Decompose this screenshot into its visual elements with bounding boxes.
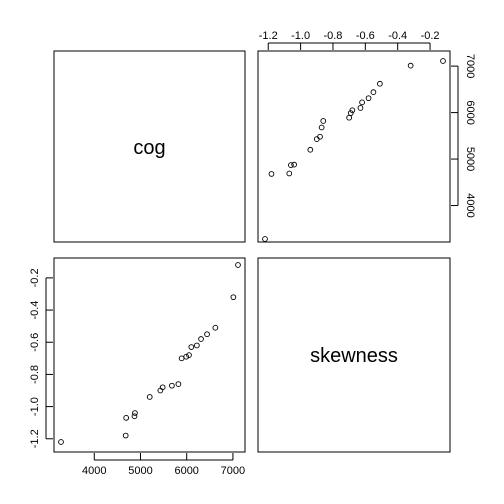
data-point <box>188 344 195 350</box>
tick-label: -0.4 <box>29 301 41 320</box>
data-point <box>288 162 294 168</box>
tick-label: 4000 <box>464 193 476 217</box>
data-point <box>169 382 175 389</box>
data-point <box>291 161 297 168</box>
tick-label: -0.2 <box>421 30 440 42</box>
data-point <box>307 146 314 153</box>
data-point <box>186 352 192 358</box>
data-point <box>183 353 190 360</box>
data-point <box>347 110 354 116</box>
data-point <box>58 439 64 445</box>
tick-label: 5000 <box>464 147 476 171</box>
data-point <box>230 294 237 301</box>
data-point <box>359 99 365 106</box>
panel-skewness-vs-cog <box>257 50 451 243</box>
tick-label: -0.4 <box>388 30 407 42</box>
data-point <box>132 410 138 416</box>
data-point <box>370 89 377 95</box>
data-point <box>268 171 275 177</box>
diagonal-label-skewness: skewness <box>310 345 398 367</box>
data-point <box>320 118 327 124</box>
tick-label: -0.8 <box>29 365 41 384</box>
data-point <box>175 381 182 387</box>
data-point <box>318 124 325 131</box>
axis-right-cog: 4000 5000 6000 7000 <box>451 54 476 218</box>
data-point <box>346 114 353 121</box>
tick-label: -0.6 <box>29 333 41 352</box>
axis-left-skewness: -1.2 -1.0 -0.8 -0.6 -0.4 -0.2 <box>29 268 53 448</box>
axis-bottom-cog: 4000 5000 6000 7000 <box>82 453 245 477</box>
panel-diagonal-skewness <box>257 257 451 453</box>
data-point <box>178 355 185 362</box>
data-point <box>123 415 130 421</box>
data-point <box>377 80 383 87</box>
axis-top-skewness: -1.2 -1.0 -0.8 -0.6 -0.4 -0.2 <box>259 30 440 50</box>
data-point <box>317 133 323 140</box>
data-point <box>365 95 372 102</box>
data-point <box>131 413 138 420</box>
tick-label: 7000 <box>221 465 245 477</box>
tick-label: 7000 <box>464 54 476 78</box>
data-point <box>146 394 153 400</box>
diagonal-label-cog: cog <box>133 137 165 159</box>
tick-label: 6000 <box>464 100 476 124</box>
tick-label: 6000 <box>174 465 198 477</box>
tick-label: -0.2 <box>29 268 41 287</box>
panel-diagonal-cog <box>53 50 246 243</box>
points-cog-vs-skewness <box>58 262 241 445</box>
tick-label: 4000 <box>82 465 106 477</box>
data-point <box>198 336 204 342</box>
data-point <box>122 432 129 439</box>
panel-cog-vs-skewness <box>53 257 246 453</box>
tick-label: -0.6 <box>356 30 375 42</box>
data-point <box>194 342 200 349</box>
tick-label: -0.8 <box>323 30 342 42</box>
points-skewness-vs-cog <box>262 58 446 242</box>
data-point <box>262 236 268 242</box>
tick-label: -1.0 <box>291 30 310 42</box>
data-point <box>159 384 166 391</box>
data-point <box>204 331 210 338</box>
tick-label: 5000 <box>128 465 152 477</box>
tick-label: -1.2 <box>29 429 41 448</box>
data-point <box>212 324 219 331</box>
data-point <box>407 62 414 69</box>
tick-label: -1.2 <box>259 30 278 42</box>
data-point <box>286 170 293 177</box>
tick-label: -1.0 <box>29 397 41 416</box>
data-point <box>440 58 446 64</box>
data-point <box>235 262 241 268</box>
data-point <box>357 105 364 111</box>
data-point <box>349 107 356 114</box>
